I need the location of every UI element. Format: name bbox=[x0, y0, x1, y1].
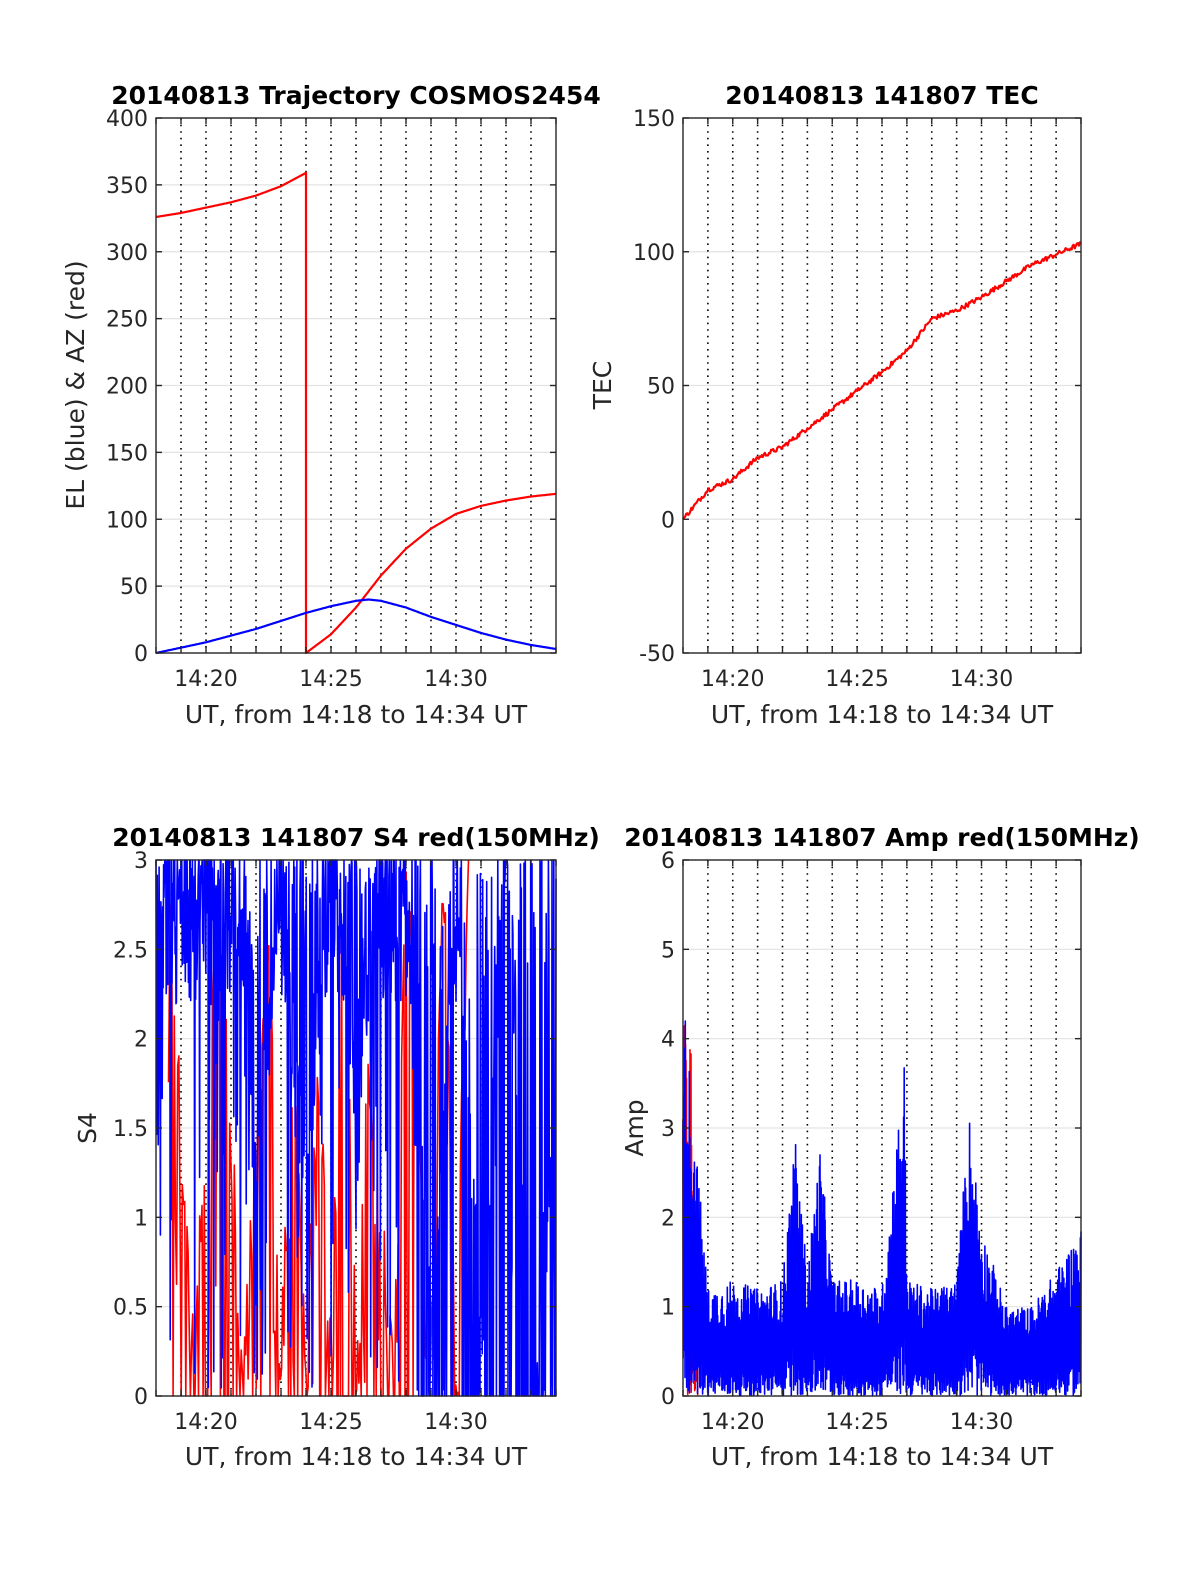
tec-panel: -50 0 50 100 150 14:20 14:25 14:30 20140813 141… bbox=[588, 81, 1082, 729]
s4-xlabel: UT, from 14:18 to 14:34 UT bbox=[185, 1442, 528, 1471]
x-tick-label: 14:20 bbox=[174, 667, 237, 692]
amp-xlabel: UT, from 14:18 to 14:34 UT bbox=[711, 1442, 1054, 1471]
s4-ylabel: S4 bbox=[73, 1112, 102, 1144]
y-tick-label: 0.5 bbox=[113, 1296, 148, 1321]
y-tick-label: 6 bbox=[661, 849, 675, 874]
y-tick-label: 250 bbox=[106, 308, 148, 333]
y-tick-label: 3 bbox=[134, 849, 148, 874]
y-tick-label: 100 bbox=[106, 508, 148, 533]
y-tick-label: 150 bbox=[106, 441, 148, 466]
x-tick-label: 14:25 bbox=[299, 667, 362, 692]
amp-series-1 bbox=[682, 1020, 1082, 1397]
x-tick-label: 14:30 bbox=[424, 667, 487, 692]
y-tick-label: 300 bbox=[106, 241, 148, 266]
y-tick-label: 150 bbox=[633, 107, 675, 132]
trajectory-series-0 bbox=[155, 171, 557, 655]
tec-ylabel: TEC bbox=[588, 361, 617, 411]
trajectory-xlabel: UT, from 14:18 to 14:34 UT bbox=[185, 700, 528, 729]
s4-panel: 0 0.5 1 1.5 2 2.5 3 14:20 14:25 14:30 20140813 14… bbox=[73, 823, 600, 1471]
x-tick-label: 14:20 bbox=[174, 1410, 237, 1435]
y-tick-label: 5 bbox=[661, 938, 675, 963]
y-tick-label: 2 bbox=[661, 1206, 675, 1231]
amp-ylabel: Amp bbox=[620, 1099, 649, 1156]
y-tick-label: 1.5 bbox=[113, 1117, 148, 1142]
tec-series-0 bbox=[682, 241, 1082, 520]
x-tick-label: 14:20 bbox=[701, 667, 764, 692]
y-tick-label: 400 bbox=[106, 107, 148, 132]
y-tick-label: 50 bbox=[120, 575, 148, 600]
amp-panel: 0 1 2 3 4 5 6 14:20 14:25 14:30 20140813 141807 A… bbox=[620, 823, 1140, 1471]
x-tick-label: 14:20 bbox=[701, 1410, 764, 1435]
y-tick-label: 2 bbox=[134, 1028, 148, 1053]
x-tick-label: 14:25 bbox=[299, 1410, 362, 1435]
s4-title: 20140813 141807 S4 red(150MHz) bbox=[112, 823, 600, 852]
y-tick-label: 100 bbox=[633, 241, 675, 266]
x-tick-label: 14:30 bbox=[424, 1410, 487, 1435]
y-tick-label: 4 bbox=[661, 1028, 675, 1053]
y-tick-label: 1 bbox=[661, 1296, 675, 1321]
amp-title: 20140813 141807 Amp red(150MHz) bbox=[624, 823, 1140, 852]
y-tick-label: 50 bbox=[647, 375, 675, 400]
y-tick-label: 0 bbox=[134, 642, 148, 667]
trajectory-title: 20140813 Trajectory COSMOS2454 bbox=[111, 81, 601, 110]
x-tick-label: 14:25 bbox=[825, 667, 888, 692]
y-tick-label: 0 bbox=[661, 508, 675, 533]
y-tick-label: 350 bbox=[106, 174, 148, 199]
y-tick-label: 0 bbox=[134, 1385, 148, 1410]
y-tick-label: 1 bbox=[134, 1206, 148, 1231]
trajectory-ylabel: EL (blue) & AZ (red) bbox=[61, 260, 90, 509]
y-tick-label: 200 bbox=[106, 375, 148, 400]
tec-title: 20140813 141807 TEC bbox=[725, 81, 1038, 110]
y-tick-label: -50 bbox=[639, 642, 675, 667]
y-tick-label: 0 bbox=[661, 1385, 675, 1410]
y-tick-label: 2.5 bbox=[113, 938, 148, 963]
tec-xlabel: UT, from 14:18 to 14:34 UT bbox=[711, 700, 1054, 729]
trajectory-series-1 bbox=[155, 598, 557, 655]
y-tick-label: 3 bbox=[661, 1117, 675, 1142]
x-tick-label: 14:25 bbox=[825, 1410, 888, 1435]
x-tick-label: 14:30 bbox=[950, 667, 1013, 692]
x-tick-label: 14:30 bbox=[950, 1410, 1013, 1435]
